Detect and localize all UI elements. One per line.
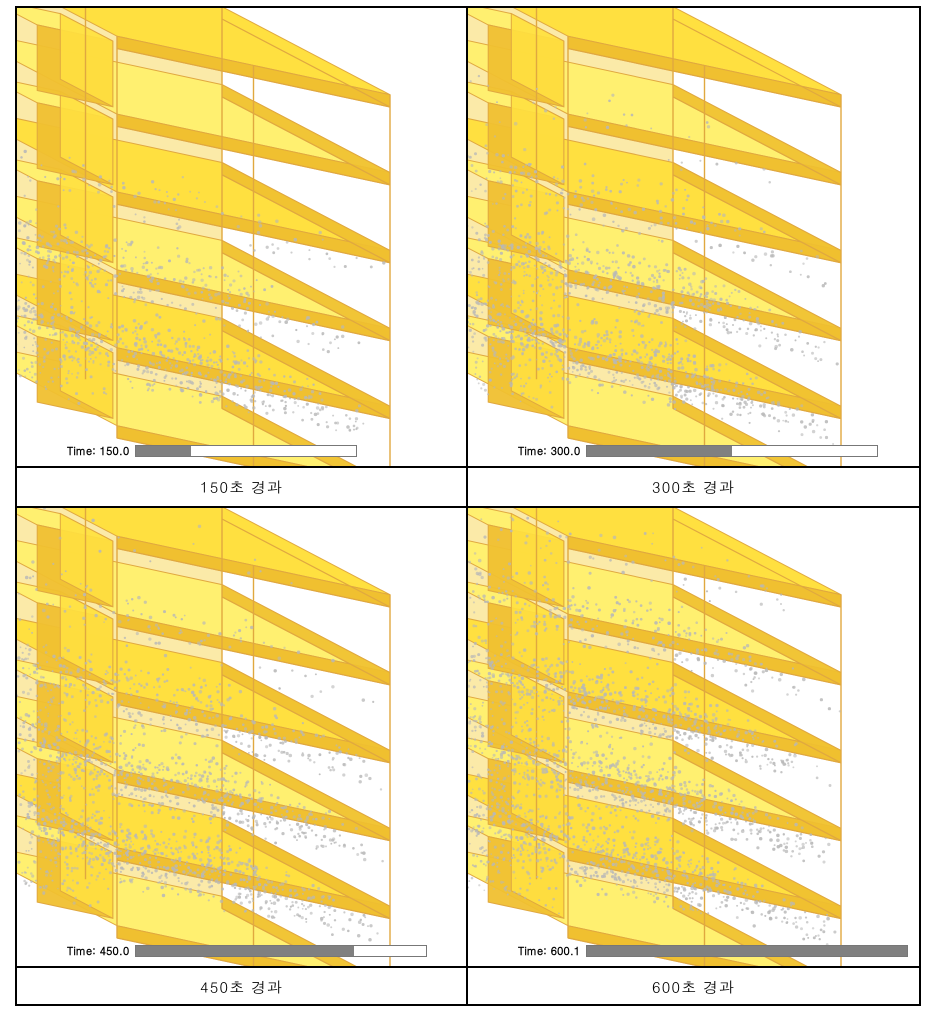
- progress-track: [135, 445, 357, 457]
- time-bar: Time: 300.0: [518, 444, 878, 458]
- cell-2: Time: 450.0 450초 경과: [17, 508, 468, 1006]
- time-bar: Time: 150.0: [67, 444, 357, 458]
- cell-3: Time: 600.1 600초 경과: [468, 508, 919, 1006]
- building-render: [17, 8, 466, 466]
- progress-track: [586, 945, 908, 957]
- time-label: Time: 300.0: [518, 444, 580, 459]
- building-render: [17, 508, 466, 966]
- grid-row-2: Time: 450.0 450초 경과 Time: 600.1 600초 경과: [17, 508, 919, 1006]
- progress-fill: [587, 946, 907, 956]
- progress-fill: [587, 446, 732, 456]
- time-bar: Time: 450.0: [67, 944, 427, 958]
- caption-2: 450초 경과: [17, 966, 466, 1006]
- panel-1: Time: 300.0: [468, 8, 919, 466]
- caption-0: 150초 경과: [17, 466, 466, 506]
- progress-track: [586, 445, 878, 457]
- figure-page: Time: 150.0 150초 경과 Time: 300.0 300초 경과 …: [0, 0, 934, 1015]
- time-bar: Time: 600.1: [518, 944, 908, 958]
- caption-text: 450초 경과: [200, 977, 283, 998]
- panel-0: Time: 150.0: [17, 8, 466, 466]
- figure-grid: Time: 150.0 150초 경과 Time: 300.0 300초 경과 …: [15, 6, 921, 1006]
- building-render: [468, 508, 917, 966]
- progress-track: [135, 945, 427, 957]
- grid-row-1: Time: 150.0 150초 경과 Time: 300.0 300초 경과: [17, 8, 919, 508]
- caption-1: 300초 경과: [468, 466, 919, 506]
- caption-text: 300초 경과: [652, 477, 735, 498]
- caption-3: 600초 경과: [468, 966, 919, 1006]
- time-label: Time: 600.1: [518, 944, 580, 959]
- cell-0: Time: 150.0 150초 경과: [17, 8, 468, 506]
- time-label: Time: 450.0: [67, 944, 129, 959]
- building-render: [468, 8, 917, 466]
- progress-fill: [136, 946, 354, 956]
- time-label: Time: 150.0: [67, 444, 129, 459]
- caption-text: 150초 경과: [200, 477, 283, 498]
- progress-fill: [136, 446, 191, 456]
- panel-2: Time: 450.0: [17, 508, 466, 966]
- caption-text: 600초 경과: [652, 977, 735, 998]
- panel-3: Time: 600.1: [468, 508, 919, 966]
- cell-1: Time: 300.0 300초 경과: [468, 8, 919, 506]
